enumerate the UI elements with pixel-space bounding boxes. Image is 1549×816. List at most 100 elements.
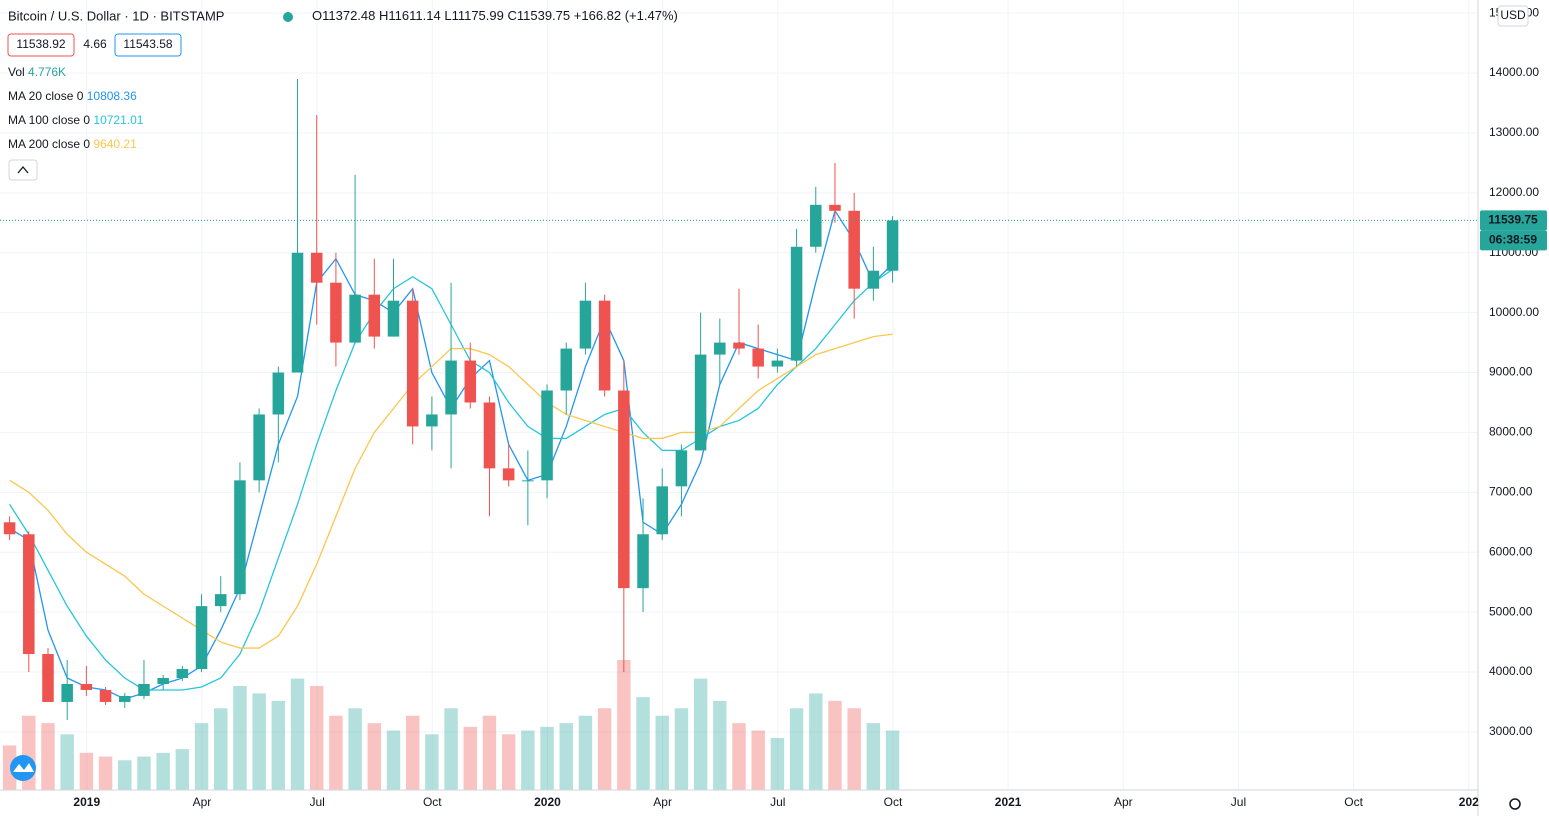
candle-body [675, 450, 688, 487]
currency[interactable]: USD [1500, 8, 1526, 22]
volume-bar [751, 730, 765, 790]
volume-bar [521, 730, 535, 790]
volume-bar [79, 752, 94, 790]
volume-bar [713, 700, 727, 790]
y-tick-label: 8000.00 [1489, 425, 1533, 439]
x-tick-label: Jul [309, 795, 324, 809]
candle-body [541, 390, 553, 481]
ma-legend-value: 9640.21 [93, 137, 137, 151]
candle-body [138, 683, 150, 696]
volume-bar [636, 697, 650, 790]
volume-bar [482, 715, 497, 790]
candle-body [349, 294, 361, 343]
candle-body [733, 342, 745, 349]
candle-body [330, 282, 342, 343]
volume-bar [329, 715, 343, 790]
c-key: C [507, 8, 516, 23]
o-val: 11372.48 [322, 8, 375, 23]
volume-bar [444, 708, 458, 790]
candle-body [656, 486, 668, 535]
sell-box[interactable] [7, 33, 75, 57]
countdown-tag [1480, 230, 1547, 251]
vol-key: Vol [8, 65, 25, 79]
currency-button[interactable] [1497, 5, 1529, 27]
volume-bar [309, 686, 324, 790]
candle-body [176, 669, 189, 678]
candle-body [886, 220, 899, 271]
candle-body [790, 246, 803, 361]
candle-body [23, 534, 35, 655]
volume-bar [194, 723, 209, 790]
h-key: H [379, 8, 388, 23]
candle-body [810, 204, 822, 247]
volume-bar [137, 756, 151, 790]
last-price-tag [1480, 210, 1547, 231]
volume-bar [885, 730, 900, 790]
ma-legend-entry: MA 200 close 0 9640.21 [8, 137, 137, 151]
candle-body [80, 683, 93, 690]
volume-bar [501, 734, 516, 790]
x-tick-label: Oct [884, 795, 903, 809]
y-tick-label: 12000.00 [1489, 185, 1539, 199]
candle-body [579, 300, 592, 349]
volume-bar [98, 756, 113, 790]
candle-body [637, 534, 649, 589]
candle-body [848, 210, 860, 289]
ma-legend-entry: MA 20 close 0 10808.36 [8, 89, 137, 103]
candle-body [119, 695, 131, 702]
candle-body [522, 480, 534, 482]
candle-body [253, 414, 265, 481]
ma-legend-entry: MA 100 close 0 10721.01 [8, 113, 144, 127]
ohlc-label: O11372.48 H11611.14 L11175.99 C11539.75 … [312, 8, 678, 23]
y-tick-label: 13000.00 [1489, 125, 1539, 139]
y-tick-label: 14000.00 [1489, 65, 1539, 79]
volume-bar [214, 708, 228, 790]
sell-price[interactable]: 11538.92 [16, 37, 65, 51]
ma-legend-name: MA 20 close 0 [8, 89, 84, 103]
x-tick-label: Apr [1114, 795, 1133, 809]
collapse-button[interactable] [8, 159, 38, 181]
volume-bar [2, 745, 17, 790]
logo-mark [13, 763, 34, 772]
candle-body [464, 360, 477, 403]
volume-bar [156, 752, 170, 790]
ma-legend: MA 20 close 0 10808.36 MA 100 close 0 107… [8, 89, 144, 151]
x-tick-label: Jul [1231, 795, 1246, 809]
volume-bar [233, 686, 247, 790]
volume-bar [290, 678, 305, 790]
settings-icon[interactable] [1509, 798, 1521, 810]
volume-layer [2, 660, 900, 790]
h-val: 11611.14 [388, 8, 440, 23]
candle-body [406, 300, 419, 427]
candle-body [867, 270, 880, 289]
candle-body [694, 354, 707, 451]
legend: Bitcoin / U.S. Dollar · 1D · BITSTAMP O1… [7, 8, 678, 181]
buy-box[interactable] [114, 33, 182, 57]
volume-bar [809, 693, 823, 790]
x-tick-label: 202 [1459, 795, 1479, 809]
candle-body [99, 689, 112, 702]
candle-layer [0, 79, 1478, 720]
volume-bar [770, 738, 785, 790]
volume-bar [540, 726, 554, 790]
volume-bar [597, 708, 612, 790]
gear[interactable] [1509, 798, 1521, 810]
status-dot [283, 12, 293, 22]
candle-body [829, 204, 841, 211]
volume-bar [348, 708, 362, 790]
y-tick-label: 10000.00 [1489, 305, 1539, 319]
x-tick-label: 2020 [534, 795, 561, 809]
ma-legend-name: MA 100 close 0 [8, 113, 90, 127]
change: +166.82 (+1.47%) [574, 8, 678, 23]
volume-bar [789, 708, 804, 790]
vol-val: 4.776K [28, 65, 66, 79]
countdown-text: 06:38:59 [1489, 233, 1537, 247]
candle-body [310, 252, 323, 283]
volume-bar [866, 723, 881, 790]
candle-body [214, 594, 227, 607]
buy-price[interactable]: 11543.58 [123, 37, 172, 51]
volume-bar [655, 715, 669, 790]
candle-body [560, 348, 573, 391]
